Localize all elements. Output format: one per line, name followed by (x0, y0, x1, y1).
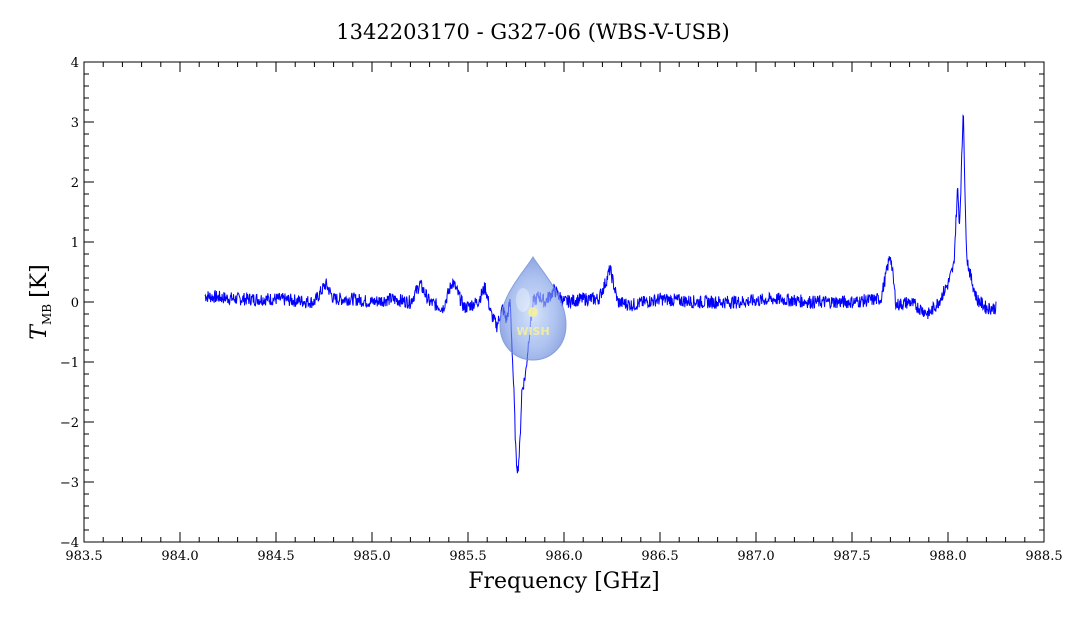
chart-title: 1342203170 - G327-06 (WBS-V-USB) (336, 20, 729, 44)
plot-frame (83, 61, 1045, 543)
x-tick-label: 984.0 (161, 549, 198, 564)
x-tick-label: 983.5 (65, 549, 102, 564)
x-axis-title: Frequency [GHz] (468, 569, 660, 594)
wish-watermark: WISH (499, 256, 567, 361)
x-tick-label: 987.0 (737, 549, 774, 564)
x-tick-label: 985.5 (449, 549, 486, 564)
y-tick-label: −2 (60, 416, 79, 431)
x-tick-label: 988.5 (1025, 549, 1062, 564)
x-tick-label: 988.0 (929, 549, 966, 564)
y-tick-label: 1 (71, 236, 79, 251)
y-axis-title-unit: [K] (27, 264, 52, 298)
y-tick-label: 4 (71, 56, 79, 71)
wish-watermark-text: WISH (516, 325, 549, 338)
y-tick-label: −1 (60, 356, 79, 371)
tick-labels: 983.5 984.0 984.5 985.0 985.5 986.0 986.5 987.0… (60, 56, 1063, 564)
x-tick-label: 987.5 (833, 549, 870, 564)
y-tick-label: 2 (71, 176, 79, 191)
x-tick-label: 984.5 (257, 549, 294, 564)
y-tick-label: 3 (71, 116, 79, 131)
x-tick-label: 985.0 (353, 549, 390, 564)
y-axis-title-sub: MB (40, 304, 54, 325)
x-tick-label: 986.0 (545, 549, 582, 564)
y-axis-title-main: T (27, 323, 52, 340)
y-tick-label: 0 (71, 296, 79, 311)
x-tick-label: 986.5 (641, 549, 678, 564)
y-axis-title: TMB [K] (27, 264, 54, 339)
svg-text:TMB[K]: TMB [K] (27, 264, 54, 339)
y-tick-label: −3 (60, 476, 79, 491)
y-tick-label: −4 (60, 536, 79, 551)
series-line (204, 114, 997, 474)
